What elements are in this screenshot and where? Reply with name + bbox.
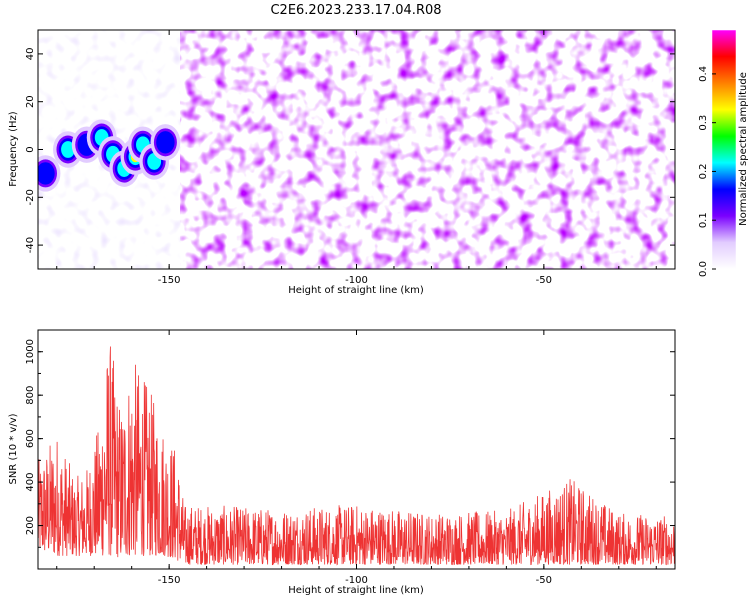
hotspot-level xyxy=(61,141,75,158)
colorbar-tick-label: 0.2 xyxy=(698,163,709,179)
x-tick-label: -100 xyxy=(345,575,368,586)
snr-xlabel: Height of straight line (km) xyxy=(288,585,424,596)
colorbar-tick-label: 0.0 xyxy=(698,261,709,277)
colorbar-tick-label: 0.1 xyxy=(698,212,709,228)
x-tick-label: -150 xyxy=(158,575,181,586)
x-tick-label: -50 xyxy=(536,575,552,586)
y-tick-label: -40 xyxy=(25,237,36,253)
colorbar-frame xyxy=(711,29,737,270)
colorbar: 0.0 0.1 0.2 0.3 0.4 Normalized spectral ampl… xyxy=(698,29,749,277)
colorbar-ticks: 0.0 0.1 0.2 0.3 0.4 xyxy=(698,66,716,277)
hotspot-9 xyxy=(150,124,181,161)
y-tick-label: 0 xyxy=(25,146,36,152)
y-tick-label: 200 xyxy=(25,516,36,535)
spectrogram-hotspots xyxy=(38,119,181,192)
x-tick-label: -50 xyxy=(536,275,552,286)
snr-ylabel: SNR (10 * v/v) xyxy=(8,413,19,484)
snr-series-line xyxy=(38,346,675,566)
spectrogram-ylabel: Frequency (Hz) xyxy=(8,111,19,187)
y-tick-label: 40 xyxy=(25,48,36,61)
spectrogram-ticks: -150 -100 -50 -40 -20 0 20 40 xyxy=(25,30,675,286)
hotspot-level xyxy=(38,162,55,185)
spectrogram-noise-right xyxy=(180,30,675,269)
spectrogram-xlabel: Height of straight line (km) xyxy=(288,285,424,296)
y-tick-label: 600 xyxy=(25,429,36,448)
snr-ticks: -150 -100 -50 200 400 600 800 1000 xyxy=(25,329,675,586)
y-tick-label: -20 xyxy=(25,189,36,205)
x-tick-label: -100 xyxy=(345,275,368,286)
x-tick-label: -150 xyxy=(158,275,181,286)
spectrogram-panel: -150 -100 -50 -40 -20 0 20 40 Height of straigh… xyxy=(8,29,676,296)
snr-panel: -150 -100 -50 200 400 600 800 1000 Height of st… xyxy=(8,329,676,596)
y-tick-label: 1000 xyxy=(25,339,36,364)
colorbar-tick-label: 0.4 xyxy=(698,66,709,82)
colorbar-label: Normalized spectral amplitude xyxy=(738,72,749,226)
chart-title: C2E6.2023.233.17.04.R08 xyxy=(270,3,441,18)
colorbar-gradient xyxy=(712,30,736,269)
y-tick-label: 800 xyxy=(25,386,36,405)
hotspot-level xyxy=(156,131,175,154)
y-tick-label: 400 xyxy=(25,473,36,492)
colorbar-tick-label: 0.3 xyxy=(698,115,709,131)
hotspot-0 xyxy=(38,155,61,192)
y-tick-label: 20 xyxy=(25,95,36,108)
